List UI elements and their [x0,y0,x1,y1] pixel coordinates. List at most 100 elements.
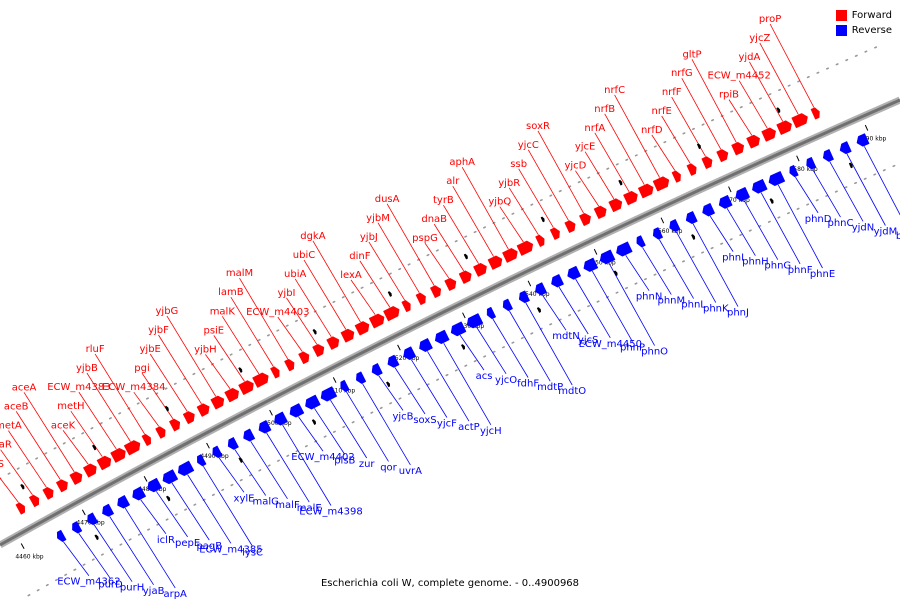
gene-label-yjcH: yjcH [480,426,502,437]
gene-label-phnG: phnG [764,261,791,272]
gene-label-metH: metH [57,401,84,412]
label-connector [158,334,202,405]
gene-label-yjcF: yjcF [437,419,457,430]
label-connector [542,294,567,331]
gene-rpiB [746,134,760,149]
tick-mark [527,280,532,287]
label-connector [749,61,784,122]
genome-backbone [0,98,900,547]
label-connector [492,318,529,378]
gene-aceA [69,471,83,486]
label-connector [812,169,841,218]
gene-nrfF [701,156,713,170]
gene-yjcO [466,313,484,329]
gene-dinF [383,306,400,322]
gene-yjcE [608,198,623,213]
label-connector [608,263,655,346]
gene-aceK [82,463,97,478]
gene-ECW_m4398 [274,411,288,426]
label-connector [443,343,492,425]
gene-yjbM [415,292,426,306]
label-connector [759,42,799,115]
gene-soxR [578,213,591,227]
gene-dgkA [354,321,370,336]
label-connector [23,392,75,473]
tick-mark [864,124,869,131]
gene-label-pgi: pgi [134,363,149,374]
gene-label-aphA: aphA [449,157,475,168]
gene-label-zraR: zraR [0,440,12,451]
gene-label-mdtP: mdtP [537,382,563,393]
gene-label-yjbE: yjbE [140,344,161,355]
gene-label-yjbI: yjbI [278,288,296,299]
gene-label-ECW_m4452: ECW_m4452 [708,71,771,82]
minor-feature [165,495,171,502]
gene-arpA [117,494,131,509]
label-connector [525,302,573,386]
gene-label-lysC: lysC [242,548,263,559]
gene-label-phnE: phnE [810,269,835,280]
gene-malK [252,372,269,388]
gene-label-ubiC: ubiC [293,250,315,261]
label-connector [424,242,450,279]
label-connector [584,151,615,200]
gene-label-malF: malF [275,500,300,511]
label-connector [394,367,426,415]
label-connector [298,416,324,452]
gene-label-gltP: gltP [682,49,701,60]
gene-ECW_m4403 [298,351,310,365]
label-connector [709,215,734,252]
label-connector [266,432,310,503]
gene-yjbF [196,403,210,417]
gene-label-fdhF: fdhF [517,379,539,390]
minor-feature [94,534,99,541]
label-connector [362,383,411,466]
gene-label-phnF: phnF [788,265,813,276]
gene-label-dusA: dusA [375,194,400,205]
label-connector [359,260,391,308]
label-connector [78,533,111,579]
gene-pepE [147,477,163,493]
minor-feature [696,143,701,150]
gene-malM [284,358,295,372]
label-connector [230,296,274,367]
label-connector [86,372,131,442]
gene-nrfB [637,183,654,199]
label-connector [575,170,600,207]
label-connector [346,391,389,462]
label-connector [140,499,167,535]
gene-label-yjbJ: yjbJ [360,232,378,243]
gene-psiE [238,380,254,396]
gene-phnI [702,202,716,217]
gene-label-phnN: phnN [636,292,663,303]
gene-label-tyrB: tyrB [433,195,454,206]
gene-ubiA [326,336,340,350]
gene-rluF [141,433,151,447]
tick-label: 4550 kbp [587,259,615,266]
gene-yjcD [593,205,607,220]
gene-label-yjcZ: yjcZ [749,33,770,44]
minor-feature [387,291,392,297]
gene-phnE [768,170,786,187]
label-connector [594,132,630,193]
gene-label-soxS: soxS [413,415,436,426]
gene-fdhF [486,306,497,320]
gene-label-ECW_m4403: ECW_m4403 [246,307,309,318]
gene-nrfA [623,190,638,206]
minor-feature [618,179,623,186]
gene-label-yjcS: yjcS [578,335,599,346]
label-connector [575,278,611,339]
gene-label-phnK: phnK [703,304,729,315]
gene-label-mdtN: mdtN [552,331,580,342]
gene-label-yjaB: yjaB [143,586,165,597]
tick-label: 4490 kbp [200,453,228,460]
gene-label-yjdN: yjdN [852,222,875,233]
gene-yjcS [551,273,565,288]
gene-yjcZ [791,113,808,129]
gene-label-zur: zur [359,459,376,470]
gene-zraR [28,494,40,508]
gene-label-uvrA: uvrA [399,466,422,477]
label-connector [527,149,569,221]
gene-phnM [636,235,646,248]
label-connector [604,113,645,185]
